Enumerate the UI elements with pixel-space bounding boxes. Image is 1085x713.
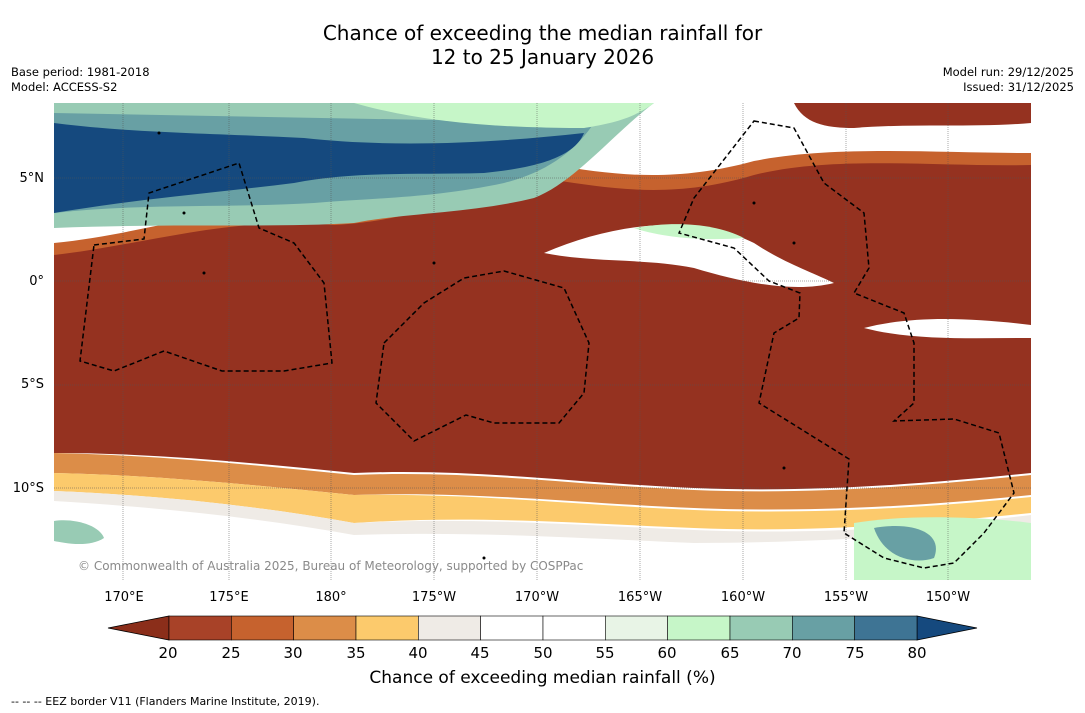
lon-label-165w: 165°W xyxy=(617,590,663,605)
cb-tick-30: 30 xyxy=(283,644,303,662)
lon-label-150w: 150°W xyxy=(925,590,971,605)
lat-label-5s: 5°S xyxy=(20,377,44,392)
lat-label-5n: 5°N xyxy=(19,171,45,186)
colorbar-segment-c25_30 xyxy=(231,615,294,641)
lat-label-0: 0° xyxy=(29,274,44,289)
cb-tick-40: 40 xyxy=(408,644,428,662)
lon-label-170w: 170°W xyxy=(514,590,560,605)
colorbar-segment-c40_45 xyxy=(418,615,481,641)
lat-label-10s: 10°S xyxy=(12,481,44,496)
wet-southwest xyxy=(54,520,104,545)
meta-right: Model run: 29/12/2025 Issued: 31/12/2025 xyxy=(943,65,1074,95)
chart-title: Chance of exceeding the median rainfall … xyxy=(0,21,1085,69)
orange-edge-south xyxy=(54,453,1031,510)
colorbar-segment-c50_55 xyxy=(542,615,606,641)
wet-tongue-3 xyxy=(864,319,1031,339)
lon-label-160w: 160°W xyxy=(720,590,766,605)
model-run: Model run: 29/12/2025 xyxy=(942,65,1074,79)
islands xyxy=(157,131,796,560)
meta-left: Base period: 1981-2018 Model: ACCESS-S2 xyxy=(11,65,150,95)
eez-footnote: -- -- -- EEZ border V11 (Flanders Marine… xyxy=(11,695,320,708)
lon-label-155w: 155°W xyxy=(823,590,869,605)
issued-date: Issued: 31/12/2025 xyxy=(963,80,1074,94)
lon-label-175e: 175°E xyxy=(209,590,249,605)
cb-tick-35: 35 xyxy=(346,644,366,662)
graticule xyxy=(54,103,1031,580)
colorbar-segment-c65_70 xyxy=(729,615,793,641)
colorbar-over-arrow xyxy=(916,615,978,641)
lon-label-170e: 170°E xyxy=(104,590,144,605)
cb-tick-75: 75 xyxy=(845,644,865,662)
colorbar-title: Chance of exceeding median rainfall (%) xyxy=(369,668,716,688)
wet-dark xyxy=(54,123,584,213)
colorbar-segment-c70_75 xyxy=(792,615,855,641)
title-line-1: Chance of exceeding the median rainfall … xyxy=(322,21,763,45)
lon-label-180: 180° xyxy=(315,590,347,605)
cb-tick-55: 55 xyxy=(595,644,615,662)
cb-tick-65: 65 xyxy=(720,644,740,662)
cb-tick-45: 45 xyxy=(470,644,490,662)
map-svg xyxy=(54,103,1031,580)
colorbar-segment-c60_65 xyxy=(667,615,731,641)
eez-borders xyxy=(79,120,1015,569)
colorbar-segment-c75_80 xyxy=(854,615,918,641)
cb-tick-80: 80 xyxy=(907,644,927,662)
lon-label-175w: 175°W xyxy=(411,590,457,605)
colorbar-segment-c35_40 xyxy=(355,615,419,641)
wet-tongue-2 xyxy=(634,224,744,240)
wet-southeast-dark xyxy=(874,526,936,561)
wet-southeast xyxy=(854,517,1031,580)
grey-edge-south xyxy=(54,491,1031,543)
cb-tick-20: 20 xyxy=(158,644,178,662)
colorbar-under-arrow xyxy=(107,615,170,641)
model-name: Model: ACCESS-S2 xyxy=(11,80,118,94)
colorbar-segment-c45_50 xyxy=(480,615,544,641)
wet-green-top xyxy=(354,103,654,128)
yellow-edge-south xyxy=(54,473,1031,530)
cb-tick-50: 50 xyxy=(533,644,553,662)
wet-tongue-1 xyxy=(544,224,834,288)
dry-band xyxy=(54,161,1031,490)
cb-tick-70: 70 xyxy=(782,644,802,662)
colorbar-segment-c30_35 xyxy=(293,615,357,641)
base-period: Base period: 1981-2018 xyxy=(11,65,150,79)
colorbar-segments xyxy=(168,615,918,641)
cb-tick-60: 60 xyxy=(657,644,677,662)
colorbar-segment-c55_60 xyxy=(605,615,668,641)
dry-top-right xyxy=(794,103,1031,128)
copyright-watermark: © Commonwealth of Australia 2025, Bureau… xyxy=(78,559,584,573)
cb-tick-25: 25 xyxy=(221,644,241,662)
colorbar-segment-c20_25 xyxy=(168,615,232,641)
colorbar xyxy=(107,615,978,641)
rainfall-map xyxy=(54,103,1031,580)
title-line-2: 12 to 25 January 2026 xyxy=(430,45,655,69)
